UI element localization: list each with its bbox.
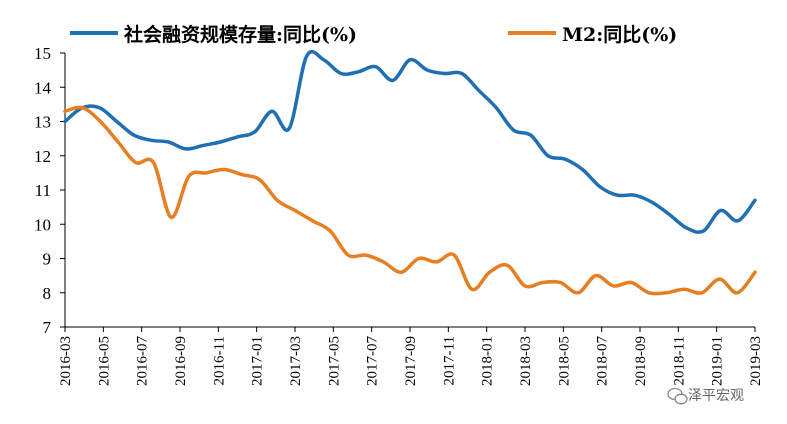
x-tick-label: 2018-05 <box>556 336 572 386</box>
y-tick-label: 11 <box>35 181 51 200</box>
y-tick-label: 13 <box>34 113 51 132</box>
x-tick-label: 2019-03 <box>748 336 764 386</box>
series-line-social-financing <box>63 49 757 234</box>
y-tick-label: 9 <box>43 250 52 269</box>
x-tick-label: 2018-03 <box>518 336 534 386</box>
wechat-icon <box>667 387 688 405</box>
x-tick-label: 2016-11 <box>211 336 227 385</box>
y-tick-label: 7 <box>43 318 52 337</box>
x-tick-label: 2016-05 <box>96 336 112 386</box>
x-tick-label: 2017-01 <box>250 336 266 386</box>
x-tick-label: 2017-09 <box>403 336 419 386</box>
x-tick-label: 2019-01 <box>710 336 726 386</box>
y-tick-label: 10 <box>34 215 51 234</box>
watermark-text: 泽平宏观 <box>688 388 744 404</box>
watermark: 泽平宏观 <box>667 387 744 405</box>
y-tick-label: 12 <box>34 147 51 166</box>
x-tick-label: 2017-07 <box>365 336 381 386</box>
series-line-m2 <box>63 105 757 296</box>
chart-axes: 7 8 9 10 11 12 13 14 15 2016-03 2016-05 2016-07 2016… <box>34 44 764 386</box>
x-tick-label: 2017-11 <box>441 336 457 385</box>
x-tick-label: 2018-07 <box>595 336 611 386</box>
y-tick-label: 15 <box>34 44 51 63</box>
x-tick-label: 2016-03 <box>58 336 74 386</box>
x-tick-label: 2016-09 <box>173 336 189 386</box>
legend-label-m2: M2:同比(%) <box>562 24 677 46</box>
x-tick-label: 2018-11 <box>671 336 687 385</box>
x-tick-label: 2018-01 <box>480 336 496 386</box>
x-tick-label: 2017-03 <box>288 336 304 386</box>
legend-label-social-financing: 社会融资规模存量:同比(%) <box>123 23 357 46</box>
chart-legend: 社会融资规模存量:同比(%) M2:同比(%) <box>70 23 677 46</box>
y-tick-label: 14 <box>34 78 52 97</box>
x-tick-label: 2018-09 <box>633 336 649 386</box>
y-tick-label: 8 <box>43 284 52 303</box>
chart-series <box>63 49 757 296</box>
x-tick-label: 2017-05 <box>326 336 342 386</box>
x-tick-label: 2016-07 <box>135 336 151 386</box>
